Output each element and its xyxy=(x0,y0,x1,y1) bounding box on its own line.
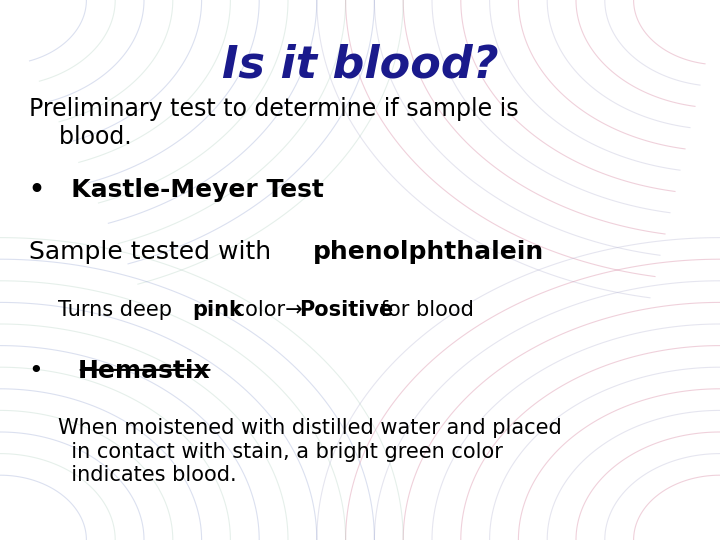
Text: pink: pink xyxy=(192,300,243,320)
Text: Positive: Positive xyxy=(299,300,393,320)
Text: phenolphthalein: phenolphthalein xyxy=(313,240,544,264)
Text: When moistened with distilled water and placed
  in contact with stain, a bright: When moistened with distilled water and … xyxy=(58,418,562,485)
Text: color→: color→ xyxy=(227,300,309,320)
Text: •   Kastle-Meyer Test: • Kastle-Meyer Test xyxy=(29,178,324,202)
Text: Turns deep: Turns deep xyxy=(58,300,179,320)
Text: Hemastix: Hemastix xyxy=(78,359,210,383)
Text: Sample tested with: Sample tested with xyxy=(29,240,279,264)
Text: •: • xyxy=(29,359,68,383)
Text: Is it blood?: Is it blood? xyxy=(222,43,498,86)
Text: for blood: for blood xyxy=(374,300,474,320)
Text: Preliminary test to determine if sample is
    blood.: Preliminary test to determine if sample … xyxy=(29,97,518,149)
